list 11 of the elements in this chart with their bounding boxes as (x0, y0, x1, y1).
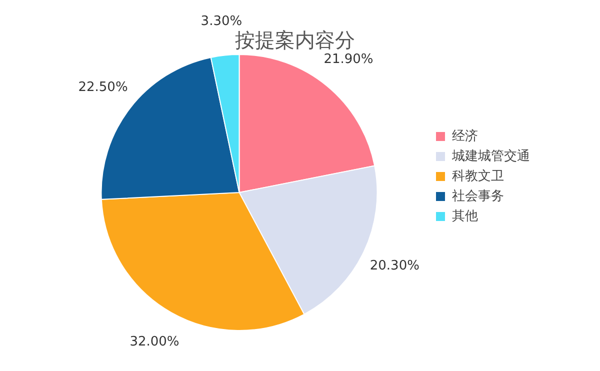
data-label: 22.50% (78, 80, 128, 95)
data-label: 20.30% (370, 258, 420, 274)
data-label: 21.90% (324, 52, 374, 68)
data-label: 32.00% (130, 334, 180, 350)
legend-label: 科教文卫 (452, 168, 504, 184)
legend-label: 城建城管交通 (451, 148, 530, 164)
data-label: 3.30% (200, 14, 242, 29)
legend-label: 社会事务 (452, 188, 504, 204)
legend-label: 经济 (452, 128, 478, 144)
legend-label: 其他 (452, 208, 478, 224)
text: 按提案内容分 (235, 28, 355, 52)
